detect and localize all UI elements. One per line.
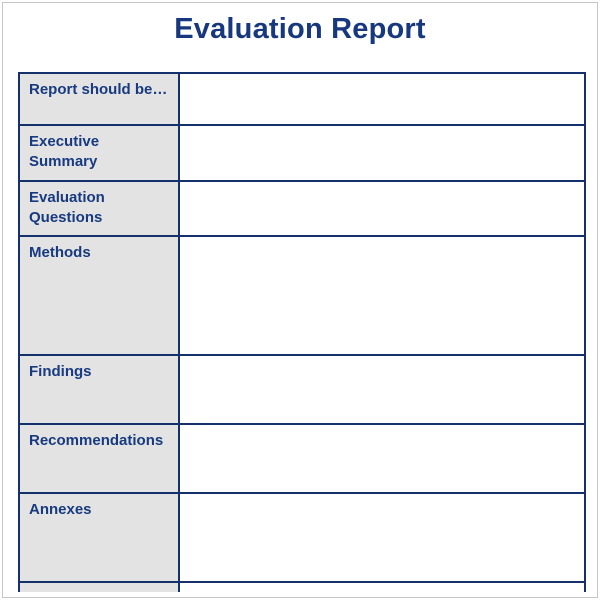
table-row-report-should-be: Report should be… xyxy=(20,74,584,126)
row-value-cell xyxy=(180,182,584,235)
row-value-cell xyxy=(180,583,584,592)
row-header-cell: Recommendations xyxy=(20,425,180,492)
table-row-findings: Findings xyxy=(20,356,584,425)
row-header-cell: Methods xyxy=(20,237,180,354)
table-row-executive-summary: Executive Summary xyxy=(20,126,584,182)
table-row-annexes: Annexes xyxy=(20,494,584,583)
row-value-cell xyxy=(180,494,584,581)
row-header-cell xyxy=(20,583,180,592)
row-header-cell: Executive Summary xyxy=(20,126,180,180)
evaluation-report-table: Report should be… Executive Summary Eval… xyxy=(18,72,586,592)
row-header-cell: Annexes xyxy=(20,494,180,581)
row-value-cell xyxy=(180,74,584,124)
row-value-cell xyxy=(180,126,584,180)
row-header-cell: Evaluation Questions xyxy=(20,182,180,235)
table-row-recommendations: Recommendations xyxy=(20,425,584,494)
table-row-partial-cutoff xyxy=(20,583,584,592)
row-header-cell: Findings xyxy=(20,356,180,423)
row-value-cell xyxy=(180,237,584,354)
table-row-methods: Methods xyxy=(20,237,584,356)
row-value-cell xyxy=(180,356,584,423)
table-row-evaluation-questions: Evaluation Questions xyxy=(20,182,584,237)
row-header-cell: Report should be… xyxy=(20,74,180,124)
document-title: Evaluation Report xyxy=(174,13,426,45)
row-value-cell xyxy=(180,425,584,492)
